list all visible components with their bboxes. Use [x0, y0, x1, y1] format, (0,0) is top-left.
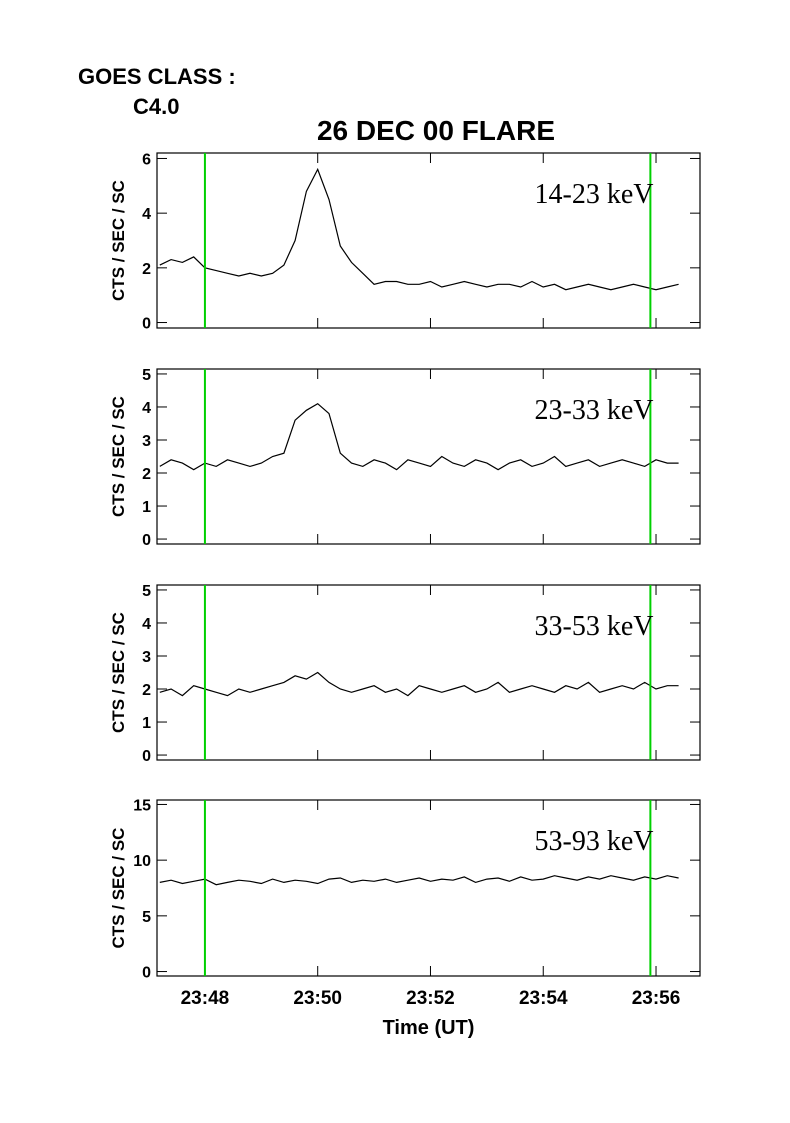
band-label: 14-23 keV	[535, 179, 654, 210]
y-tick-label: 5	[142, 909, 151, 926]
y-tick-label: 15	[133, 797, 151, 814]
x-tick-label: 23:48	[181, 988, 230, 1009]
band-label: 23-33 keV	[535, 395, 654, 426]
y-tick-label: 3	[142, 649, 151, 666]
y-tick-label: 3	[142, 433, 151, 450]
data-line	[159, 671, 679, 697]
y-tick-label: 1	[142, 499, 151, 516]
y-tick-label: 4	[142, 616, 151, 633]
y-tick-label: 0	[142, 316, 151, 333]
band-label: 53-93 keV	[535, 826, 654, 857]
y-tick-label: 6	[142, 151, 151, 168]
y-tick-label: 0	[142, 965, 151, 982]
y-tick-label: 0	[142, 748, 151, 765]
y-tick-label: 1	[142, 715, 151, 732]
y-tick-label: 2	[142, 261, 151, 278]
y-axis-label: CTS / SEC / SC	[109, 828, 128, 949]
goes-label: GOES CLASS :	[78, 64, 236, 89]
y-tick-label: 4	[142, 400, 151, 417]
plot-frame	[156, 368, 701, 545]
chart-title: 26 DEC 00 FLARE	[317, 115, 555, 146]
y-tick-label: 10	[133, 853, 151, 870]
goes-class: C4.0	[133, 94, 179, 119]
data-line	[159, 402, 679, 471]
x-tick-label: 23:56	[632, 988, 681, 1009]
y-tick-label: 5	[142, 367, 151, 384]
x-tick-label: 23:52	[406, 988, 455, 1009]
data-line	[159, 875, 679, 886]
x-tick-label: 23:50	[293, 988, 342, 1009]
y-tick-label: 2	[142, 466, 151, 483]
y-tick-label: 4	[142, 206, 151, 223]
plot-frame	[156, 799, 701, 977]
band-label: 33-53 keV	[535, 611, 654, 642]
plot-frame	[156, 584, 701, 761]
y-tick-label: 5	[142, 583, 151, 600]
y-tick-label: 0	[142, 532, 151, 549]
y-axis-label: CTS / SEC / SC	[109, 396, 128, 517]
x-axis-label: Time (UT)	[383, 1017, 475, 1039]
data-line	[159, 167, 679, 291]
y-tick-label: 2	[142, 682, 151, 699]
y-axis-label: CTS / SEC / SC	[109, 612, 128, 733]
x-tick-label: 23:54	[519, 988, 568, 1009]
y-axis-label: CTS / SEC / SC	[109, 180, 128, 301]
plot-frame	[156, 152, 701, 329]
